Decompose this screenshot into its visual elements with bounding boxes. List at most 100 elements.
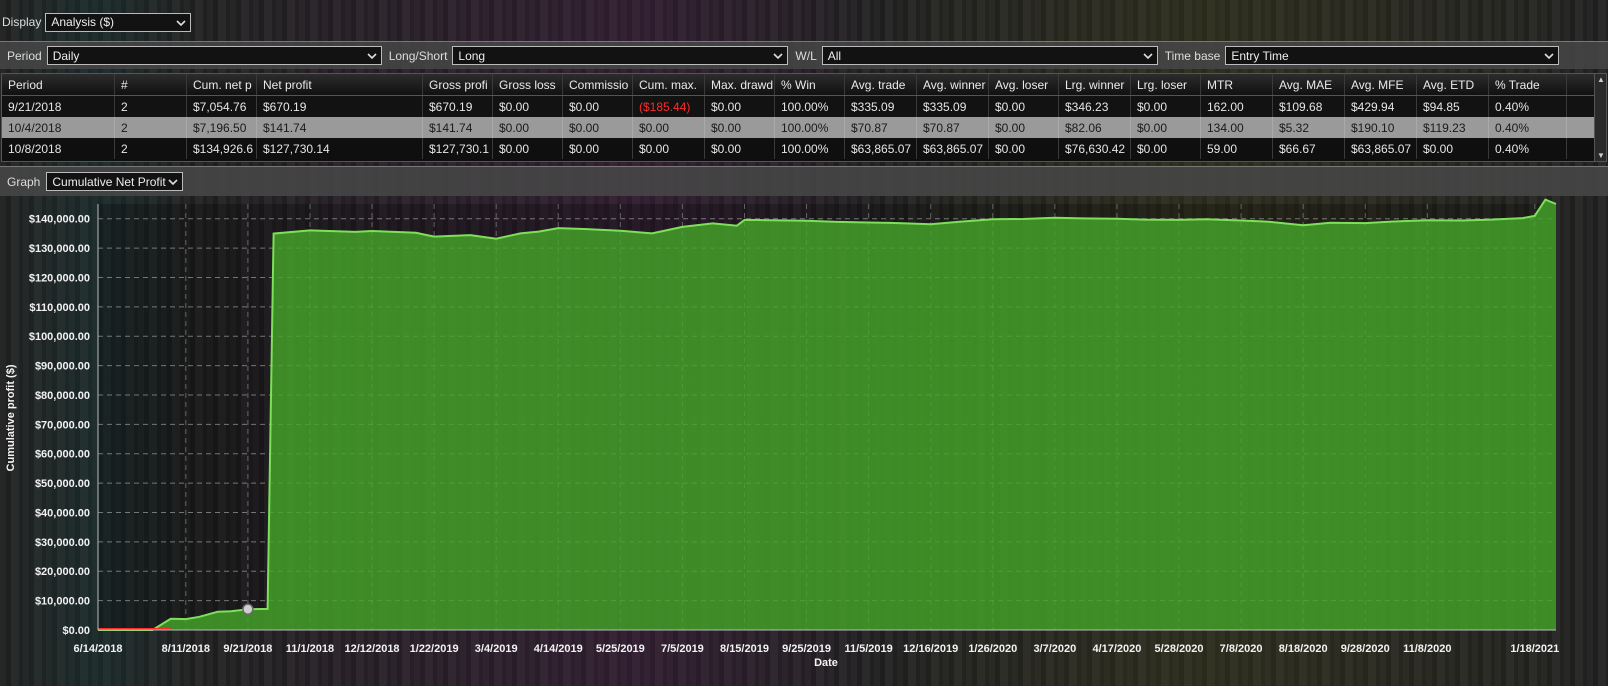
table-cell: ($185.44)	[633, 96, 705, 117]
graph-label: Graph	[7, 174, 41, 189]
long-short-select[interactable]: Long	[452, 46, 789, 65]
table-cell: 100.00%	[775, 117, 845, 138]
graph-select-value: Cumulative Net Profit	[52, 174, 166, 189]
chevron-down-icon	[772, 50, 784, 62]
y-tick-label: $50,000.00	[35, 478, 90, 490]
long-short-label: Long/Short	[388, 48, 448, 63]
table-cell: $0.00	[493, 117, 563, 138]
x-tick-label: 12/12/2018	[345, 643, 400, 655]
table-cell: $127,730.14	[257, 138, 423, 159]
profit-area	[98, 199, 1556, 630]
column-header[interactable]: Gross loss	[493, 74, 563, 95]
table-cell: $0.00	[705, 117, 775, 138]
wl-label: W/L	[795, 48, 817, 63]
table-cell: 10/8/2018	[2, 138, 115, 159]
table-scrollbar[interactable]: ▲ ▼	[1594, 74, 1606, 161]
column-header[interactable]: Avg. trade	[845, 74, 917, 95]
display-select[interactable]: Analysis ($)	[45, 12, 192, 32]
table-row[interactable]: 10/4/2018 2 $7,196.50 $141.74 $141.74 $0.00 $0…	[2, 117, 1606, 138]
long-short-select-value: Long	[458, 48, 486, 63]
table-cell: $63,865.07	[1345, 138, 1417, 159]
y-tick-label: $110,000.00	[29, 302, 90, 314]
y-tick-label: $80,000.00	[35, 390, 90, 402]
table-cell: $66.67	[1273, 138, 1345, 159]
x-tick-label: 11/8/2020	[1403, 643, 1451, 655]
scroll-down-icon[interactable]: ▼	[1597, 151, 1605, 160]
column-header[interactable]: Max. drawd	[705, 74, 775, 95]
x-axis-title: Date	[814, 657, 838, 669]
x-tick-label: 3/7/2020	[1033, 643, 1076, 655]
table-cell: $119.23	[1417, 117, 1489, 138]
table-cell: $335.09	[845, 96, 917, 117]
column-header[interactable]: Period	[2, 74, 115, 95]
column-header[interactable]: Gross profi	[423, 74, 493, 95]
chevron-down-icon	[366, 50, 378, 62]
column-header[interactable]: % Trade	[1489, 74, 1567, 95]
profit-line	[98, 198, 1557, 631]
table-cell: $0.00	[563, 138, 633, 159]
column-header[interactable]: Avg. ETD	[1417, 74, 1489, 95]
column-header[interactable]: Avg. winner	[917, 74, 989, 95]
chevron-down-icon	[1543, 50, 1555, 62]
period-select-value: Daily	[52, 48, 80, 63]
column-header[interactable]: Lrg. winner	[1059, 74, 1131, 95]
table-cell: 2	[115, 117, 187, 138]
table-cell: 100.00%	[775, 96, 845, 117]
x-tick-label: 8/15/2019	[720, 643, 769, 655]
filter-toolbar: Period Daily Long/Short Long W/L All Tim…	[0, 41, 1608, 69]
x-tick-label: 5/25/2019	[596, 643, 645, 655]
x-tick-label: 7/5/2019	[661, 643, 704, 655]
wl-select[interactable]: All	[821, 46, 1158, 65]
column-header[interactable]: Commissio	[563, 74, 633, 95]
cumulative-profit-chart[interactable]: $0.00 $10,000.00 $20,000.00 $30,000.00 $40,0…	[0, 198, 1608, 686]
table-cell: 59.00	[1201, 138, 1273, 159]
table-cell: $0.00	[493, 138, 563, 159]
x-tick-label: 1/18/2021	[1510, 643, 1559, 655]
table-cell: 2	[115, 138, 187, 159]
x-tick-label: 9/25/2019	[782, 643, 831, 655]
table-row[interactable]: 10/8/2018 2 $134,926.6 $127,730.14 $127,730.…	[2, 138, 1606, 159]
column-header[interactable]: Net profit	[257, 74, 423, 95]
column-header[interactable]: MTR	[1201, 74, 1273, 95]
time-base-select[interactable]: Entry Time	[1225, 46, 1560, 65]
table-cell: 0.40%	[1489, 96, 1567, 117]
table-cell: $0.00	[705, 96, 775, 117]
column-header[interactable]: #	[115, 74, 187, 95]
table-cell: 0.40%	[1489, 117, 1567, 138]
table-cell: $0.00	[563, 117, 633, 138]
column-header[interactable]: % Win	[775, 74, 845, 95]
table-cell: $0.00	[705, 138, 775, 159]
chart-svg[interactable]: $0.00 $10,000.00 $20,000.00 $30,000.00 $40,0…	[0, 198, 1608, 686]
column-header[interactable]: Lrg. loser	[1131, 74, 1201, 95]
table-cell: $670.19	[423, 96, 493, 117]
column-header[interactable]: Cum. net p	[187, 74, 257, 95]
table-cell: 134.00	[1201, 117, 1273, 138]
table-cell: $0.00	[493, 96, 563, 117]
table-body: 9/21/2018 2 $7,054.76 $670.19 $670.19 $0.00 $0…	[2, 96, 1606, 159]
x-tick-label: 4/14/2019	[534, 643, 583, 655]
table-cell: $127,730.1	[423, 138, 493, 159]
table-cell: 2	[115, 96, 187, 117]
table-cell: 9/21/2018	[2, 96, 115, 117]
table-cell: $0.00	[1417, 138, 1489, 159]
y-tick-label: $120,000.00	[29, 272, 90, 284]
x-tick-label: 5/28/2020	[1155, 643, 1204, 655]
table-cell: $63,865.07	[845, 138, 917, 159]
column-header[interactable]: Cum. max.	[633, 74, 705, 95]
table-cell: $0.00	[1131, 138, 1201, 159]
table-cell: $5.32	[1273, 117, 1345, 138]
scroll-up-icon[interactable]: ▲	[1597, 75, 1605, 84]
table-cell: $134,926.6	[187, 138, 257, 159]
table-cell: 100.00%	[775, 138, 845, 159]
y-tick-label: $10,000.00	[35, 596, 90, 608]
chevron-down-icon	[175, 17, 187, 29]
y-tick-label: $60,000.00	[35, 449, 90, 461]
period-select[interactable]: Daily	[46, 46, 382, 65]
x-tick-label: 8/11/2018	[162, 643, 210, 655]
table-row[interactable]: 9/21/2018 2 $7,054.76 $670.19 $670.19 $0.00 $0…	[2, 96, 1606, 117]
column-header[interactable]: Avg. loser	[989, 74, 1059, 95]
column-header[interactable]: Avg. MFE	[1345, 74, 1417, 95]
graph-select[interactable]: Cumulative Net Profit	[46, 172, 184, 191]
table-cell: $429.94	[1345, 96, 1417, 117]
column-header[interactable]: Avg. MAE	[1273, 74, 1345, 95]
